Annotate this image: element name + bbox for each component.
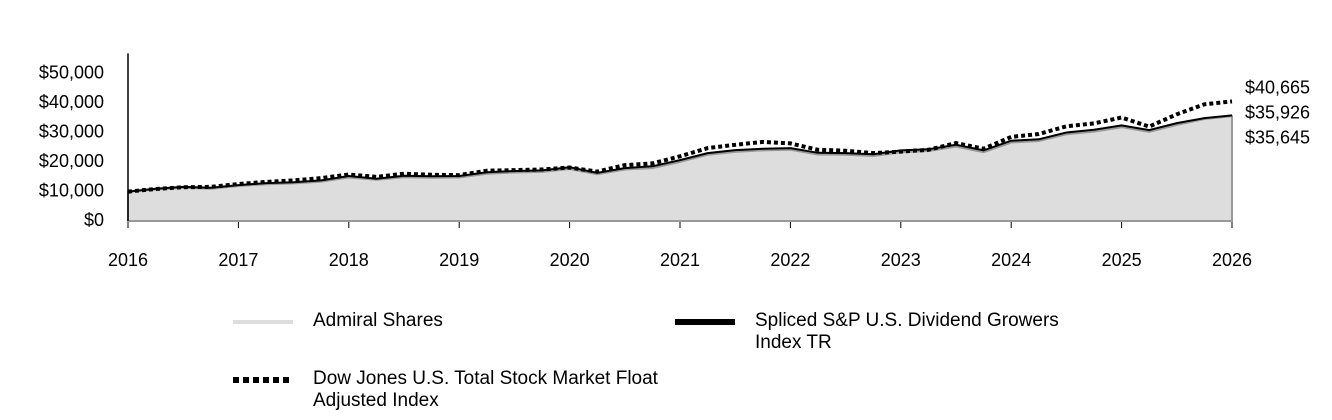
line: [127, 114, 1233, 193]
x-tick-label: 2024: [991, 250, 1031, 270]
x-tick-label: 2019: [439, 250, 479, 270]
legend-label: Admiral Shares: [313, 310, 443, 331]
legend-item: Admiral Shares: [233, 310, 663, 332]
end-label: $35,926: [1245, 103, 1310, 123]
y-tick-label: $50,000: [39, 63, 104, 83]
legend-item: Dow Jones U.S. Total Stock Market Float …: [233, 368, 663, 412]
x-tick-label: 2021: [660, 250, 700, 270]
y-tick-label: $20,000: [39, 151, 104, 171]
end-label: $35,645: [1245, 128, 1310, 148]
x-tick-label: 2016: [108, 250, 148, 270]
x-tick-label: 2026: [1212, 250, 1252, 270]
chart: $0 $10,000 $20,000 $30,000 $40,000 $50,000 201…: [39, 53, 1310, 270]
y-tick-label: $10,000: [39, 180, 104, 200]
x-tick-label: 2022: [770, 250, 810, 270]
legend-label: Spliced S&P U.S. Dividend Growers Index …: [755, 310, 1059, 353]
legend-swatch: [675, 319, 735, 325]
x-tick-label: 2017: [218, 250, 258, 270]
y-tick-label: $0: [84, 210, 104, 230]
area: [127, 115, 1233, 222]
legend-swatch: [233, 377, 293, 383]
y-tick-label: $40,000: [39, 92, 104, 112]
legend-item: Spliced S&P U.S. Dividend Growers Index …: [675, 310, 1105, 354]
x-tick-label: 2023: [881, 250, 921, 270]
x-tick-label: 2025: [1102, 250, 1142, 270]
x-tick-label: 2018: [329, 250, 369, 270]
legend-label: Dow Jones U.S. Total Stock Market Float …: [313, 368, 658, 411]
line: [127, 99, 1233, 194]
x-tick-label: 2020: [550, 250, 590, 270]
y-tick-label: $30,000: [39, 122, 104, 142]
legend-swatch: [233, 320, 293, 324]
end-label: $40,665: [1245, 78, 1310, 98]
